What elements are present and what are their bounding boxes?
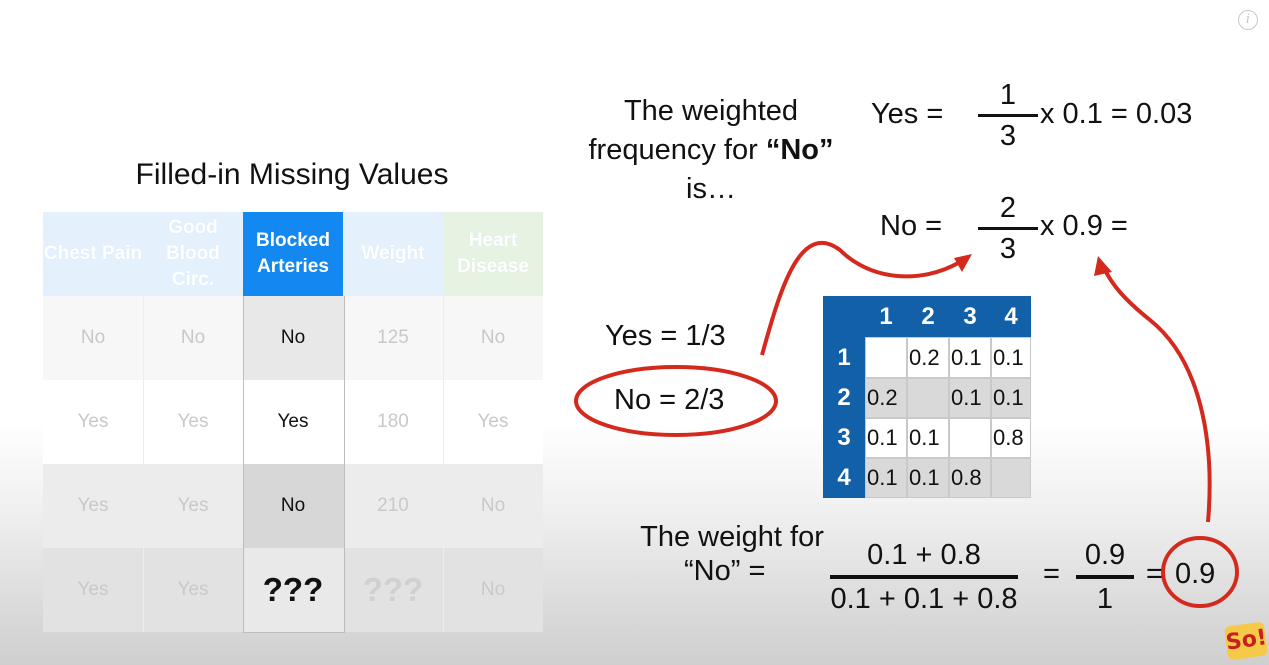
- header-chest-pain: Chest Pain: [43, 212, 143, 296]
- table-cell: Yes: [277, 411, 309, 432]
- phrase-line: frequency for “No”: [588, 134, 834, 166]
- table-cell: No: [480, 327, 506, 348]
- matrix-cell: 0.1: [991, 337, 1031, 378]
- table-cell: No: [480, 495, 506, 516]
- table-cell: No: [80, 327, 106, 348]
- no-frequency: No = 2/3: [614, 384, 725, 416]
- matrix-col-header: 3: [949, 296, 991, 337]
- matrix-cell: 0.1: [949, 337, 991, 378]
- weight-label: The weight for “No” =: [612, 520, 852, 588]
- yes-eq-label: Yes =: [871, 98, 944, 130]
- yes-eq-tail: x 0.1 = 0.03: [1040, 98, 1193, 130]
- divider: [143, 296, 144, 632]
- table-cell: Yes: [177, 579, 209, 600]
- matrix-cell: [949, 418, 991, 458]
- channel-logo: So!: [1223, 621, 1268, 661]
- fraction-bar: [830, 575, 1018, 579]
- weight-numerator: 0.9: [1084, 539, 1126, 571]
- weight-result: 0.9: [1175, 558, 1216, 590]
- table-title: Filled-in Missing Values: [135, 158, 449, 191]
- matrix-col-header: 4: [991, 296, 1031, 337]
- equals-sign: =: [1146, 558, 1163, 590]
- header-blocked-arteries: Blocked Arteries: [243, 212, 343, 296]
- phrase-bold: “No”: [765, 134, 834, 166]
- phrase-line: The weighted: [623, 95, 799, 127]
- missing-value-cell: ???: [262, 571, 324, 608]
- arrow-to-no-eq-tail: [1102, 267, 1212, 523]
- no-fraction: 2 3: [978, 191, 1038, 266]
- no-frequency-circle: [574, 365, 778, 437]
- weight-numerator: 0.1 + 0.8: [867, 539, 981, 571]
- weight-fraction-simplified: 0.9 1: [1076, 538, 1134, 616]
- missing-value-cell: ???: [362, 571, 424, 608]
- blocked-cell-bg: [243, 548, 345, 633]
- table-cell: No: [480, 579, 506, 600]
- no-numerator: 2: [999, 192, 1017, 224]
- blocked-cell-bg: [243, 296, 345, 380]
- yes-fraction: 1 3: [978, 78, 1038, 153]
- table-cell: Yes: [77, 411, 109, 432]
- divider: [443, 296, 444, 632]
- header-heart-disease: Heart Disease: [443, 212, 543, 296]
- table-cell: No: [180, 327, 206, 348]
- yes-numerator: 1: [999, 79, 1017, 111]
- table-cell: Yes: [177, 411, 209, 432]
- table-cell: 180: [377, 411, 409, 432]
- table-cell: Yes: [77, 495, 109, 516]
- yes-denominator: 3: [999, 120, 1017, 152]
- weight-denominator: 1: [1096, 583, 1114, 615]
- blocked-cell-bg: [243, 464, 345, 548]
- matrix-cell: 0.8: [991, 418, 1031, 458]
- matrix-cell: 0.1: [865, 418, 907, 458]
- arrowhead: [1094, 256, 1112, 276]
- matrix-cell: 0.1: [949, 378, 991, 418]
- table-cell: No: [280, 327, 306, 348]
- matrix-cell: [991, 458, 1031, 498]
- matrix-cell: [865, 337, 907, 378]
- matrix-row-header: 2: [823, 378, 865, 418]
- weighted-frequency-phrase: The weighted frequency for “No” is…: [566, 92, 856, 209]
- info-icon[interactable]: i: [1238, 10, 1258, 30]
- matrix-cell: 0.1: [907, 458, 949, 498]
- matrix-row-header: 4: [823, 458, 865, 498]
- matrix-cell: 0.8: [949, 458, 991, 498]
- equals-sign: =: [1043, 558, 1060, 590]
- weight-denominator: 0.1 + 0.1 + 0.8: [830, 583, 1018, 615]
- table-cell: 210: [377, 495, 409, 516]
- weight-label-line: “No” =: [684, 555, 766, 587]
- matrix-cell: 0.2: [865, 378, 907, 418]
- phrase-line: is…: [686, 173, 736, 205]
- matrix-row-header: 3: [823, 418, 865, 458]
- matrix-corner: [823, 296, 865, 337]
- arrow-to-no-fraction: [760, 240, 961, 356]
- fraction-bar: [1076, 575, 1134, 579]
- matrix-col-header: 1: [865, 296, 907, 337]
- fraction-bar: [978, 227, 1038, 230]
- table-cell: Yes: [177, 495, 209, 516]
- table-cell: 125: [377, 327, 409, 348]
- no-eq-tail: x 0.9 =: [1040, 210, 1128, 242]
- weight-fraction: 0.1 + 0.8 0.1 + 0.1 + 0.8: [818, 538, 1030, 616]
- matrix-col-header: 2: [907, 296, 949, 337]
- yes-frequency: Yes = 1/3: [605, 320, 726, 352]
- matrix-cell: 0.1: [991, 378, 1031, 418]
- table-cell: Yes: [477, 411, 509, 432]
- result-circle: [1161, 536, 1239, 608]
- matrix-row-header: 1: [823, 337, 865, 378]
- matrix-cell: 0.1: [907, 418, 949, 458]
- no-denominator: 3: [999, 233, 1017, 265]
- table-cell: Yes: [77, 579, 109, 600]
- header-weight: Weight: [343, 212, 443, 296]
- arrowhead: [954, 254, 972, 272]
- blocked-cell-bg: [243, 380, 345, 464]
- matrix-cell: 0.1: [865, 458, 907, 498]
- header-good-blood-circ: Good Blood Circ.: [143, 212, 243, 296]
- matrix-cell: 0.2: [907, 337, 949, 378]
- fraction-bar: [978, 114, 1038, 117]
- matrix-cell: [907, 378, 949, 418]
- weight-label-line: The weight for: [640, 521, 824, 553]
- table-cell: No: [280, 495, 306, 516]
- no-eq-label: No =: [880, 210, 943, 242]
